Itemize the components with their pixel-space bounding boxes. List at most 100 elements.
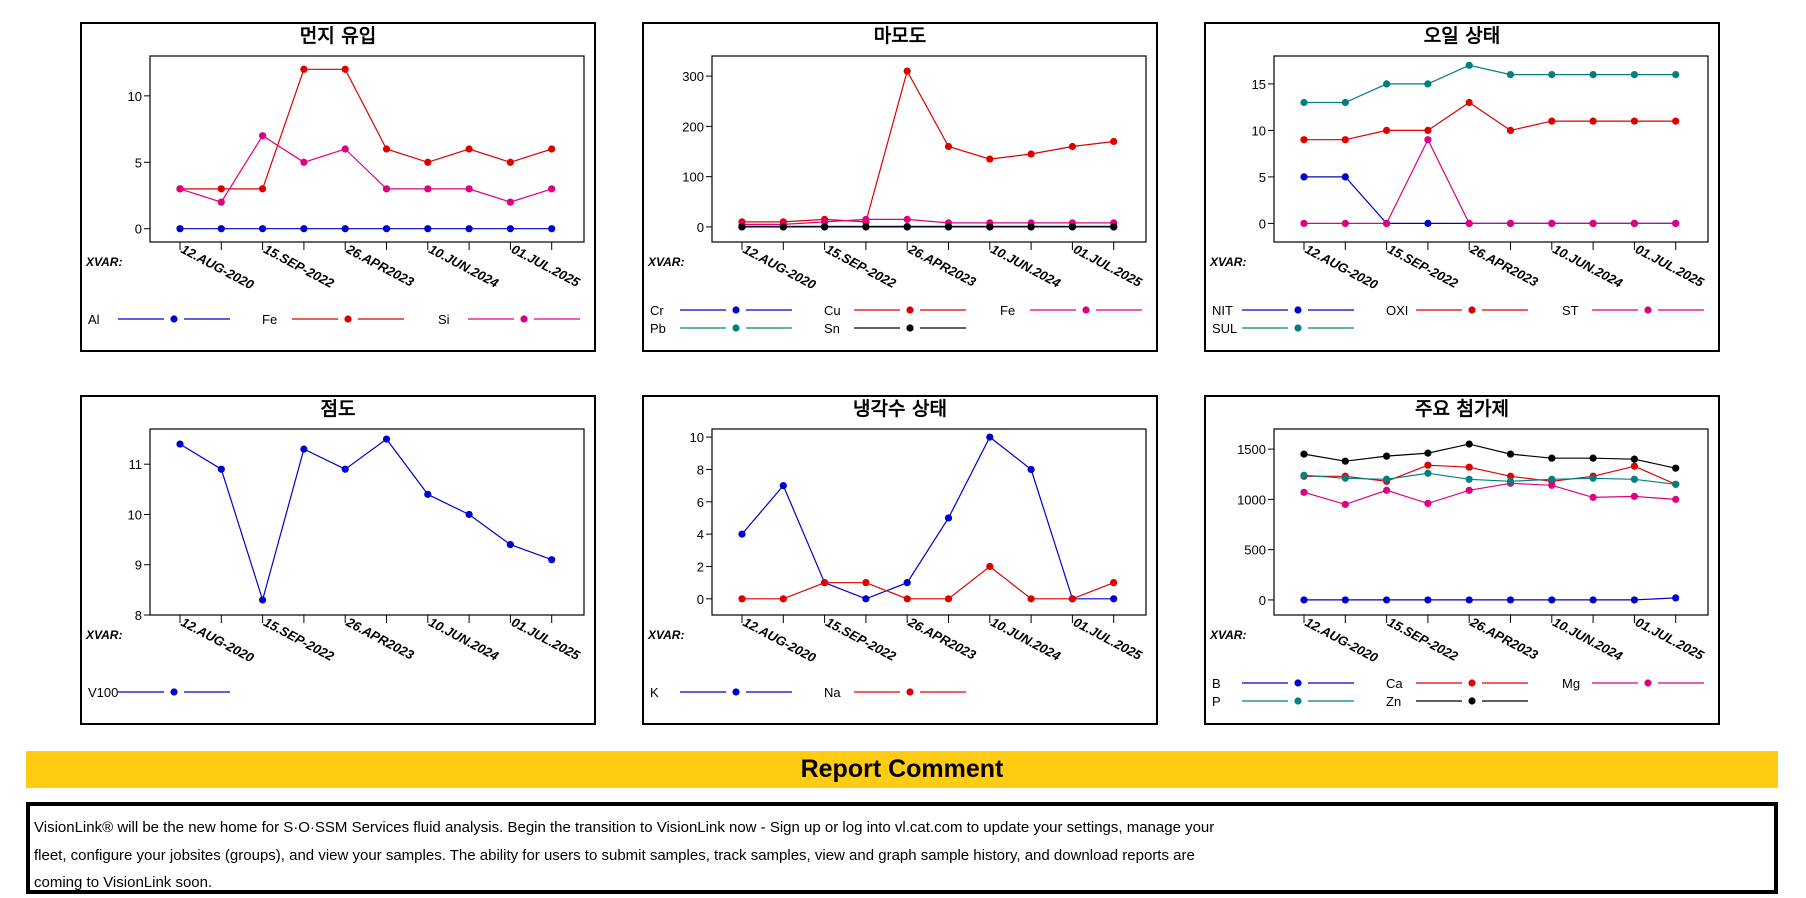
chart-title: 오일 상태 [1423,25,1501,47]
report-comment-title: Report Comment [26,751,1778,788]
chart-title: 먼지 유입 [299,25,377,47]
xvar-label: XVAR: [647,255,684,269]
data-point [1424,449,1432,457]
data-point [1341,474,1349,482]
chart-panel-additives: 주요 첨가제 0 500 1000 1500 XVAR: 12.AUG-2020 15.SE… [1204,395,1720,725]
data-point [862,595,870,603]
legend-label: NIT [1212,303,1233,318]
data-point [259,225,267,233]
legend-label: ST [1562,303,1579,318]
data-point [506,541,514,549]
x-tick-label: 12.AUG-2020 [1303,614,1382,665]
x-tick-label: 26.APR2023 [905,241,979,290]
legend-label: P [1212,694,1221,709]
legend-marker [1294,324,1302,332]
data-point [1383,475,1391,483]
chart-title: 마모도 [873,25,927,47]
data-point [176,225,184,233]
x-tick-label: 26.APR2023 [1467,241,1541,290]
legend-label: V100 [88,685,118,700]
series-line [1304,176,1676,224]
data-point [300,158,308,166]
series-line [1304,101,1676,141]
data-point [862,215,870,223]
chart-svg: 0 5 10 XVAR: 12.AUG-2020 15.SEP-2022 26.APR202… [85,55,585,327]
x-tick-label: 12.AUG-2020 [741,614,820,665]
data-point [862,579,870,587]
data-point [903,595,911,603]
plot-frame [711,55,1147,243]
legend: NIT OXI ST SUL [1212,303,1704,336]
y-tick-label: 8 [697,462,704,477]
plot-frame [1273,55,1709,243]
data-point [1068,142,1076,151]
data-point [779,223,787,231]
data-point [1672,117,1680,125]
data-point [382,435,391,443]
chart-panel-viscosity: 점도 8 9 10 11 XVAR: 12.AUG-2020 15.SEP-2022 26.A… [80,395,596,725]
chart-svg: 0 2 4 6 8 10 XVAR: 12.AUG-2020 15.SEP-2022 26.APR… [647,428,1147,700]
legend-marker [732,306,740,314]
data-point [1383,219,1391,227]
legend-label: Zn [1386,694,1401,709]
data-point [821,223,829,231]
data-point [986,433,994,441]
plot-frame [711,428,1147,616]
data-point [176,440,184,448]
data-point [506,198,514,206]
data-point [944,514,953,522]
data-point [548,225,556,233]
y-tick-label: 2 [697,559,704,574]
legend-label: Si [438,312,450,327]
data-point [259,132,267,140]
y-tick-label: 1000 [1237,492,1266,507]
series-line [742,218,1114,225]
series-line [179,438,552,603]
data-point [986,155,994,163]
data-point [1630,475,1638,483]
data-point [1630,462,1638,470]
data-point [465,145,473,153]
data-point [944,595,953,603]
data-point [903,67,911,75]
chart-svg: 0 100 200 300 XVAR: 12.AUG-2020 15.SEP-2022 26.… [647,55,1147,336]
y-tick-label: 11 [129,457,143,472]
data-point [1341,457,1349,465]
data-point [1027,465,1035,474]
data-point [1465,475,1473,483]
x-tick-label: 15.SEP-2022 [261,241,337,291]
data-point [1672,71,1680,79]
data-point [1300,471,1308,479]
legend-label: K [650,685,659,700]
x-tick-label: 01.JUL.2025 [509,614,583,663]
data-point [1589,493,1597,501]
data-point [779,482,787,490]
data-point [1341,98,1349,107]
chart-title: 주요 첨가제 [1414,398,1509,420]
data-point [1300,173,1308,181]
y-tick-label: 0 [697,592,704,607]
data-point [1672,480,1680,488]
data-point [1506,472,1515,480]
chart-svg: 0 5 10 15 XVAR: 12.AUG-2020 15.SEP-2022 26.APR2… [1209,55,1709,336]
data-point [1383,452,1391,460]
y-tick-label: 5 [135,155,142,170]
legend-marker [344,315,352,323]
x-tick-label: 12.AUG-2020 [741,241,820,292]
x-tick-label: 10.JUN.2024 [1550,241,1625,291]
data-point [1341,500,1349,509]
data-point [1300,136,1308,144]
xvar-label: XVAR: [647,628,684,642]
data-point [341,145,349,153]
x-tick-label: 01.JUL.2025 [1633,241,1707,290]
data-point [1506,450,1515,458]
data-point [1630,492,1638,500]
data-point [1630,117,1638,125]
data-point [1027,150,1035,158]
series-line [1304,64,1676,104]
x-tick-label: 01.JUL.2025 [1071,614,1145,663]
data-point [300,445,308,453]
legend-marker [732,324,740,332]
x-tick-label: 01.JUL.2025 [1071,241,1145,290]
data-point [1383,486,1391,494]
